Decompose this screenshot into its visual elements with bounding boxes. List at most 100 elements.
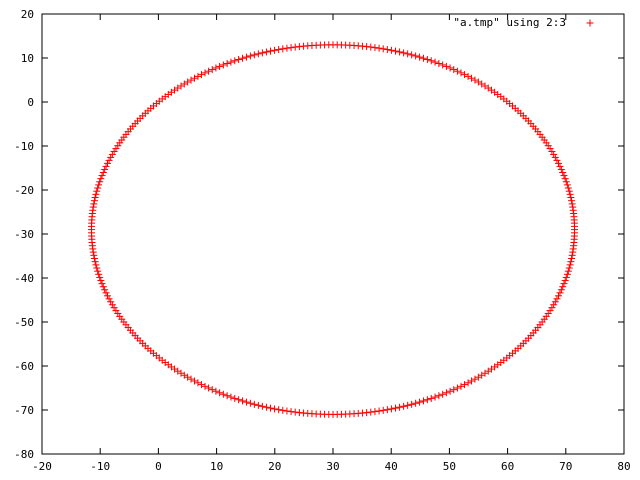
data-point — [97, 175, 105, 183]
data-point — [262, 48, 270, 56]
data-point — [442, 62, 450, 70]
data-point — [266, 404, 274, 412]
data-point — [435, 60, 443, 68]
data-point — [416, 53, 424, 61]
data-point — [464, 379, 472, 387]
data-point — [548, 304, 556, 312]
data-point — [371, 44, 379, 52]
data-point — [551, 153, 559, 161]
data-point — [90, 251, 98, 259]
data-point — [423, 396, 431, 404]
data-point — [197, 71, 205, 79]
data-point — [375, 407, 383, 415]
data-point — [271, 405, 279, 413]
y-tick-label: -10 — [14, 140, 34, 153]
data-point — [419, 397, 427, 405]
data-point — [190, 377, 198, 385]
data-point — [548, 148, 556, 156]
data-point — [107, 153, 115, 161]
data-point — [275, 46, 283, 54]
data-point — [567, 194, 575, 202]
data-point — [89, 248, 97, 256]
x-tick-label: 10 — [210, 460, 223, 473]
data-point — [231, 394, 239, 402]
y-tick-label: -60 — [14, 360, 34, 373]
data-point — [235, 396, 243, 404]
data-point — [208, 66, 216, 74]
x-tick-label: 50 — [443, 460, 456, 473]
y-tick-label: -40 — [14, 272, 34, 285]
data-point — [99, 168, 107, 176]
data-point — [101, 286, 109, 294]
data-point — [239, 54, 247, 62]
data-point — [104, 159, 112, 167]
data-point — [201, 69, 209, 77]
data-point — [400, 402, 408, 410]
data-point — [242, 53, 250, 61]
data-point — [453, 67, 461, 75]
data-point — [254, 50, 262, 58]
data-point — [96, 178, 104, 186]
data-point — [550, 150, 558, 158]
data-point — [92, 261, 100, 269]
data-point — [379, 406, 387, 414]
data-point — [471, 76, 479, 84]
data-points — [87, 41, 579, 418]
data-point — [408, 51, 416, 59]
data-point — [95, 181, 103, 189]
data-point — [107, 298, 115, 306]
data-point — [110, 304, 118, 312]
data-point — [568, 255, 576, 263]
data-point — [367, 408, 375, 416]
legend-marker — [586, 19, 594, 27]
data-point — [194, 379, 202, 387]
data-point — [201, 382, 209, 390]
data-point — [431, 393, 439, 401]
data-point — [94, 184, 102, 192]
legend-label: "a.tmp" using 2:3 — [453, 16, 566, 29]
data-point — [564, 267, 572, 275]
data-point — [283, 407, 291, 415]
data-point — [566, 261, 574, 269]
data-point — [553, 156, 561, 164]
data-point — [105, 295, 113, 303]
y-tick-label: -50 — [14, 316, 34, 329]
data-point — [108, 150, 116, 158]
data-point — [108, 301, 116, 309]
y-tick-label: -80 — [14, 448, 34, 461]
data-point — [553, 295, 561, 303]
data-point — [258, 49, 266, 57]
data-point — [561, 277, 569, 285]
data-point — [439, 61, 447, 69]
data-point — [554, 159, 562, 167]
data-point — [102, 162, 110, 170]
data-point — [194, 72, 202, 80]
data-point — [546, 307, 554, 315]
plot-frame — [41, 13, 625, 455]
data-point — [227, 393, 235, 401]
data-point — [446, 387, 454, 395]
data-point — [275, 406, 283, 414]
data-point — [468, 74, 476, 82]
data-point — [461, 71, 469, 79]
data-point — [392, 47, 400, 55]
data-point — [562, 178, 570, 186]
legend-plus-marker — [586, 19, 594, 27]
data-point — [205, 67, 213, 75]
data-point — [435, 392, 443, 400]
x-tick-label: 70 — [559, 460, 572, 473]
data-point — [250, 51, 258, 59]
data-point — [446, 64, 454, 72]
data-point — [90, 200, 98, 208]
data-point — [471, 375, 479, 383]
axis-ticks: -20 -10 0 10 20 30 40 50 60 70 80 -80 -70 -60 -50 -40 -3… — [14, 8, 631, 473]
data-point — [266, 47, 274, 55]
y-tick-label: 0 — [27, 96, 34, 109]
data-point — [105, 156, 113, 164]
data-point — [212, 387, 220, 395]
data-point — [568, 200, 576, 208]
data-point — [559, 168, 567, 176]
data-point — [419, 54, 427, 62]
data-point — [554, 292, 562, 300]
data-point — [98, 172, 106, 180]
